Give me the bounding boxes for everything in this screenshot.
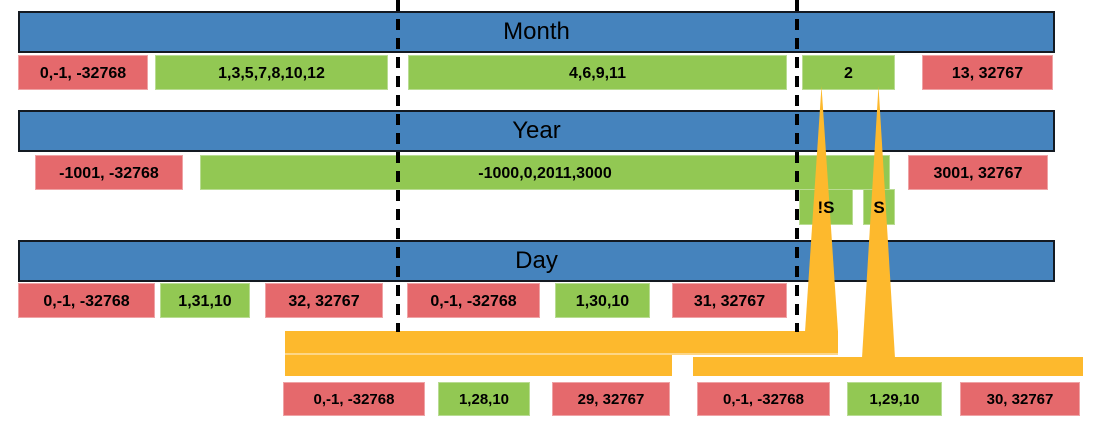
feb28-connector-bar-top: [285, 331, 838, 355]
feb28-invalid-high: 29, 32767: [552, 382, 670, 416]
year-invalid-low: -1001, -32768: [35, 155, 183, 190]
special-year-label: S: [873, 198, 885, 217]
day31-invalid-low: 0,-1, -32768: [18, 283, 155, 318]
day31-valid-range: 1,31,10: [160, 283, 250, 318]
day30-invalid-high: 31, 32767: [672, 283, 787, 318]
month-invalid-low: 0,-1, -32768: [18, 55, 148, 90]
not-special-year-label: !S: [817, 198, 835, 217]
feb29-valid-range: 1,29,10: [847, 382, 942, 416]
day-bar-title: Day: [515, 247, 558, 274]
month-bar-title: Month: [503, 18, 570, 45]
year-bar: Year: [18, 110, 1055, 152]
day30-valid-range: 1,30,10: [555, 283, 650, 318]
month-invalid-high: 13, 32767: [922, 55, 1053, 90]
day-bar: Day: [18, 240, 1055, 282]
month-30day-months: 4,6,9,11: [408, 55, 787, 90]
dashed-line-right: [795, 0, 799, 332]
feb28-connector-bar: [285, 355, 672, 376]
feb28-valid-range: 1,28,10: [438, 382, 530, 416]
dashed-line-left: [396, 0, 400, 332]
feb29-connector-bar: [693, 357, 1083, 376]
feb29-invalid-high: 30, 32767: [960, 382, 1080, 416]
month-february: 2: [802, 55, 895, 90]
feb28-invalid-low: 0,-1, -32768: [283, 382, 425, 416]
day30-invalid-low: 0,-1, -32768: [407, 283, 540, 318]
month-31day-months: 1,3,5,7,8,10,12: [155, 55, 388, 90]
year-bar-title: Year: [512, 117, 561, 144]
year-valid-range: -1000,0,2011,3000: [200, 155, 890, 190]
day31-invalid-high: 32, 32767: [265, 283, 383, 318]
month-bar: Month: [18, 11, 1055, 53]
year-invalid-high: 3001, 32767: [908, 155, 1048, 190]
feb29-invalid-low: 0,-1, -32768: [697, 382, 830, 416]
